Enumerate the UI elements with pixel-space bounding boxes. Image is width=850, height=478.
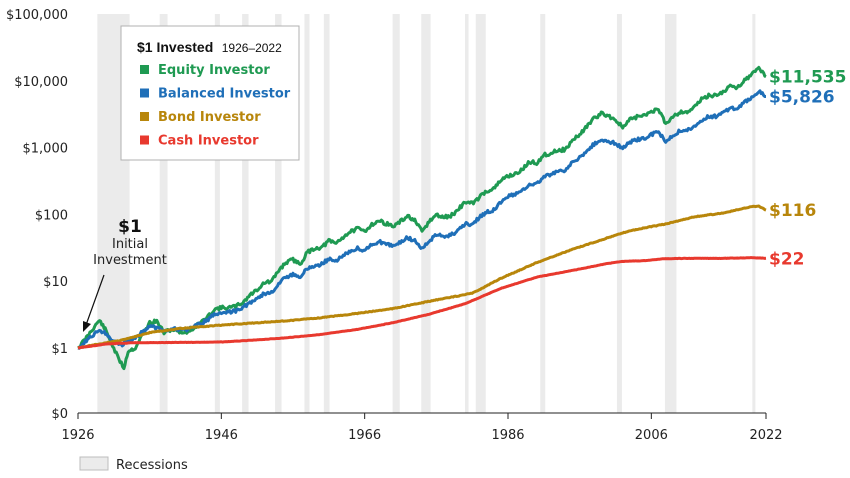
recession-band-12 [616, 14, 622, 413]
y-tick-label-6: $100,000 [6, 8, 68, 23]
y-tick-label-5: $10,000 [14, 75, 68, 90]
series-line-equity-investor [77, 65, 767, 371]
x-tick-label-3: 1986 [491, 428, 524, 443]
axes: $0 $1 $10 $100 $1,000 $10,000 $100,000 1926 1946… [6, 8, 783, 443]
recession-band-7 [392, 14, 400, 413]
legend-title-sub: 1926–2022 [222, 41, 282, 55]
recession-band-6 [323, 14, 330, 413]
legend-swatch-1 [140, 88, 149, 98]
recession-band-9 [465, 14, 469, 413]
annotation-value: $1 [118, 217, 142, 237]
end-label-1: $5,826 [769, 87, 835, 107]
x-tick-label-0: 1926 [61, 428, 94, 443]
legend-title-main: $1 Invested [137, 39, 213, 55]
recession-band-11 [540, 14, 546, 413]
recession-band-8 [421, 14, 431, 413]
recession-band-14 [752, 14, 756, 413]
recessions-swatch [79, 456, 109, 471]
recession-band-1 [159, 14, 168, 413]
annotation-line2: Investment [93, 253, 167, 268]
legend-label-0: Equity Investor [158, 63, 270, 78]
legend-items: Equity Investor Balanced Investor Bond Inv… [140, 63, 291, 149]
y-tick-label-2: $10 [43, 275, 68, 290]
legend-swatch-3 [140, 135, 149, 145]
end-labels: $11,535$5,826 $116 $22 [769, 68, 846, 270]
legend-box [120, 25, 300, 161]
recession-band-5 [304, 14, 310, 413]
x-tick-label-5: 2022 [749, 428, 782, 443]
x-tick-label-4: 2006 [635, 428, 668, 443]
end-label-3: $22 [769, 249, 805, 269]
recession-band-3 [242, 14, 249, 413]
series-line-cash-investor [77, 256, 767, 350]
legend-swatch-0 [140, 65, 149, 74]
end-label-2: $116 [769, 201, 816, 221]
y-tick-label-4: $1,000 [23, 142, 69, 157]
initial-investment-annotation: $1 Initial Investment [83, 217, 167, 332]
legend-label-1: Balanced Investor [158, 87, 291, 102]
legend-title: $1 Invested 1926–2022 [137, 39, 282, 56]
recession-band-10 [475, 14, 486, 413]
annotation-arrow-line [85, 274, 105, 326]
legend-swatch-2 [140, 112, 149, 121]
legend: $1 Invested 1926–2022 Equity Investor Bal… [120, 25, 300, 161]
y-tick-label-1: $1 [51, 342, 68, 357]
end-label-0: $11,535 [769, 68, 846, 88]
recession-band-2 [214, 14, 220, 413]
series-line-bond-investor [77, 204, 767, 350]
annotation-arrow-head [83, 321, 91, 332]
recession-band-4 [275, 14, 282, 413]
recessions-key: Recessions [79, 456, 188, 473]
y-tick-label-0: $0 [51, 407, 68, 422]
series-lines [77, 65, 767, 371]
recessions-label: Recessions [116, 458, 188, 473]
y-tick-label-3: $100 [35, 208, 68, 223]
x-tick-label-1: 1946 [205, 428, 238, 443]
legend-label-2: Bond Investor [158, 110, 261, 125]
annotation-line1: Initial [112, 237, 148, 252]
legend-label-3: Cash Investor [158, 134, 259, 149]
recession-band-13 [664, 14, 677, 413]
x-tick-label-2: 1966 [348, 428, 381, 443]
